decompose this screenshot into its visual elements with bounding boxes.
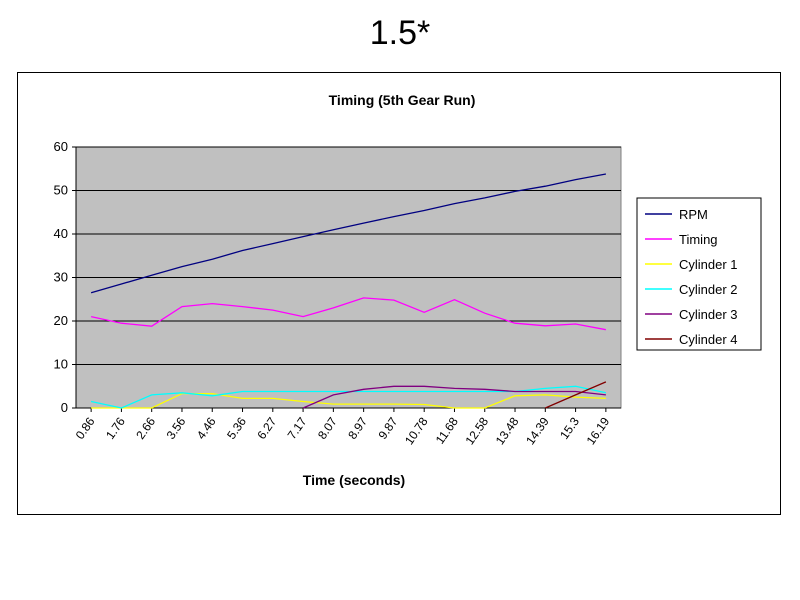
y-tick-label: 0 <box>61 400 68 415</box>
x-tick-label: 5.36 <box>224 414 249 441</box>
legend-label: Cylinder 4 <box>679 332 738 347</box>
y-tick-label: 30 <box>54 270 68 285</box>
x-tick-label: 7.17 <box>285 414 310 441</box>
legend-label: RPM <box>679 207 708 222</box>
x-tick-label: 13.48 <box>493 414 522 447</box>
x-tick-label: 15.3 <box>557 414 582 441</box>
legend-label: Cylinder 2 <box>679 282 738 297</box>
series-line-cylinder-4 <box>545 381 607 409</box>
x-tick-label: 8.97 <box>345 414 370 441</box>
legend-label: Cylinder 3 <box>679 307 738 322</box>
series-lines <box>90 173 607 409</box>
series-line-cylinder-1 <box>91 392 606 409</box>
x-tick-label: 11.68 <box>433 414 461 446</box>
x-axis: 0.86 1.76 2.66 3.56 4.46 5.36 6.27 7.17 8.07 8.97… <box>73 407 621 447</box>
legend-label: Cylinder 1 <box>679 257 738 272</box>
x-tick-label: 6.27 <box>254 414 279 441</box>
y-tick-label: 40 <box>54 226 68 241</box>
x-tick-label: 4.46 <box>194 414 219 441</box>
y-tick-label: 20 <box>54 313 68 328</box>
y-tick-label: 60 <box>54 139 68 154</box>
x-tick-label: 8.07 <box>315 414 340 441</box>
x-tick-label: 2.66 <box>133 414 158 441</box>
x-tick-label: 1.76 <box>103 414 128 441</box>
y-tick-label: 10 <box>54 357 68 372</box>
gridlines <box>76 146 621 365</box>
x-tick-label: 12.58 <box>463 414 492 447</box>
x-tick-label: 0.86 <box>73 414 98 441</box>
x-tick-label: 9.87 <box>376 414 401 441</box>
legend-label: Timing <box>679 232 718 247</box>
series-line-cylinder-3 <box>302 385 606 409</box>
slide-title: 1.5* <box>369 14 431 52</box>
chart-title: Timing (5th Gear Run) <box>329 92 476 108</box>
legend: RPM Timing Cylinder 1 Cylinder 2 Cylinder 3 C… <box>636 197 762 351</box>
x-tick-label: 3.56 <box>164 414 189 441</box>
legend-box <box>636 197 762 351</box>
x-tick-label: 10.78 <box>402 414 431 447</box>
y-tick-label: 50 <box>54 183 68 198</box>
x-axis-label: Time (seconds) <box>303 472 405 488</box>
series-line-rpm <box>90 173 607 294</box>
x-tick-label: 14.39 <box>523 414 552 447</box>
x-tick-label: 16.19 <box>584 414 613 447</box>
y-axis: 0 10 20 30 40 50 60 <box>54 139 77 415</box>
series-line-timing <box>90 297 607 331</box>
